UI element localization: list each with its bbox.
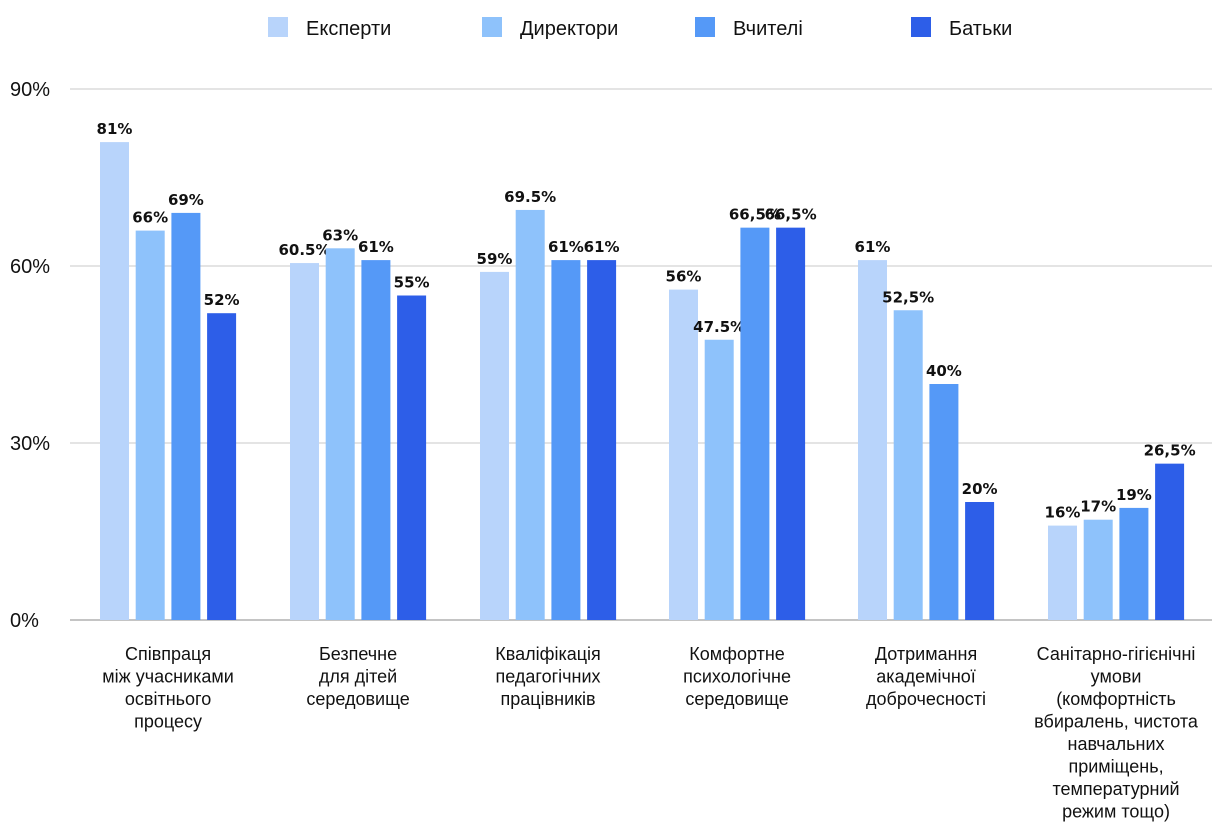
data-label: 61% [548, 238, 584, 256]
data-label: 52,5% [882, 288, 934, 306]
bar [669, 289, 698, 620]
bar [361, 260, 391, 620]
category-label: вбиралень, чистота [1034, 712, 1199, 732]
bar [1048, 525, 1077, 620]
bar [740, 227, 770, 620]
data-label: 56% [666, 268, 702, 286]
category-label: психологічне [683, 667, 791, 687]
legend-label: Вчителі [733, 18, 803, 40]
data-label: 61% [584, 238, 620, 256]
bar [776, 227, 806, 620]
bar [207, 313, 237, 620]
category-label: режим тощо) [1062, 802, 1170, 822]
data-label: 81% [97, 120, 133, 138]
category-label: процесу [134, 712, 202, 732]
data-label: 69.5% [504, 188, 556, 206]
category-label: Дотримання [875, 644, 977, 664]
bar [929, 384, 959, 620]
category-label: освітнього [125, 689, 211, 709]
bar [171, 212, 201, 620]
y-tick-label: 60% [10, 256, 50, 278]
y-tick-label: 90% [10, 79, 50, 101]
data-label: 17% [1080, 498, 1116, 516]
bar [325, 248, 355, 621]
category-label: доброчесності [866, 689, 986, 709]
legend-swatch [268, 17, 288, 37]
data-label: 63% [322, 226, 358, 244]
legend-swatch [695, 17, 715, 37]
bar [515, 209, 545, 620]
y-tick-label: 30% [10, 433, 50, 455]
data-label: 66,5% [729, 206, 781, 224]
data-label: 20% [962, 480, 998, 498]
category-label: температурний [1052, 779, 1179, 799]
data-label: 26,5% [1144, 442, 1196, 460]
data-label: 66,5% [765, 206, 817, 224]
category-label: Співпраця [125, 644, 211, 664]
data-label: 61% [855, 238, 891, 256]
category-label: для дітей [319, 667, 397, 687]
category-label: працівників [501, 689, 596, 709]
data-label: 16% [1045, 504, 1081, 522]
category-label: приміщень, [1068, 757, 1163, 777]
category-label: середовище [685, 689, 788, 709]
data-label: 55% [394, 274, 430, 292]
data-label: 69% [168, 191, 204, 209]
bar [1083, 519, 1113, 620]
bar [858, 260, 887, 620]
category-label: умови [1091, 667, 1142, 687]
bar [704, 339, 734, 620]
y-tick-label: 0% [10, 610, 39, 632]
legend-swatch [482, 17, 502, 37]
bar [397, 295, 427, 620]
category-label: між учасниками [102, 667, 234, 687]
category-label: Санітарно-гігієнічні [1037, 644, 1196, 664]
data-label: 52% [204, 291, 240, 309]
data-label: 47.5% [693, 318, 745, 336]
legend-label: Директори [520, 18, 618, 40]
data-label: 40% [926, 362, 962, 380]
category-label: середовище [306, 689, 409, 709]
legend-label: Експерти [306, 18, 391, 40]
bar [965, 502, 995, 620]
bar [480, 271, 509, 620]
bar [893, 310, 923, 620]
bar [135, 230, 165, 620]
data-label: 59% [477, 250, 513, 268]
bar [290, 263, 319, 620]
data-label: 19% [1116, 486, 1152, 504]
legend-swatch [911, 17, 931, 37]
category-label: навчальних [1068, 734, 1165, 754]
category-label: педагогічних [496, 667, 601, 687]
category-label: Комфортне [689, 644, 785, 664]
bar [587, 260, 617, 620]
category-label: Кваліфікація [495, 644, 601, 664]
data-label: 61% [358, 238, 394, 256]
legend-label: Батьки [949, 18, 1012, 40]
bar [1155, 463, 1185, 620]
bar [1119, 507, 1149, 620]
category-label: академічної [876, 667, 976, 687]
data-label: 66% [132, 209, 168, 227]
bar [551, 260, 581, 620]
bar [100, 142, 129, 620]
data-label: 60.5% [278, 241, 330, 259]
category-label: Безпечне [319, 644, 397, 664]
category-label: (комфортність [1056, 689, 1176, 709]
